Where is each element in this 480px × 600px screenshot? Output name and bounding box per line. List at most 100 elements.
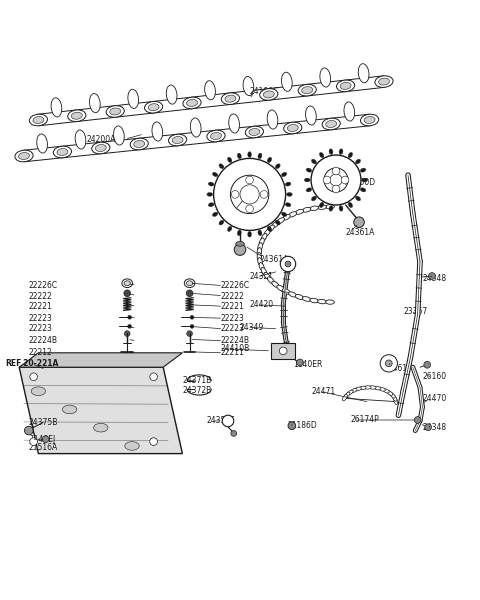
Text: 24100C: 24100C: [250, 87, 279, 95]
Ellipse shape: [237, 230, 241, 236]
Text: 22221: 22221: [221, 302, 244, 311]
Ellipse shape: [319, 202, 324, 208]
Circle shape: [332, 185, 340, 193]
Text: 24350D: 24350D: [346, 178, 376, 187]
Ellipse shape: [37, 134, 48, 153]
Ellipse shape: [364, 386, 371, 389]
Ellipse shape: [302, 296, 311, 301]
Ellipse shape: [310, 298, 318, 303]
Ellipse shape: [243, 76, 254, 95]
Ellipse shape: [267, 225, 275, 232]
Circle shape: [240, 185, 259, 204]
Text: 22221: 22221: [29, 302, 52, 311]
Ellipse shape: [343, 394, 348, 401]
Ellipse shape: [326, 300, 335, 304]
Ellipse shape: [31, 387, 46, 395]
Circle shape: [330, 174, 342, 186]
Ellipse shape: [191, 118, 201, 137]
Ellipse shape: [374, 386, 381, 390]
Ellipse shape: [267, 277, 275, 284]
Ellipse shape: [354, 387, 361, 391]
Ellipse shape: [221, 93, 240, 104]
Ellipse shape: [350, 388, 357, 392]
Ellipse shape: [57, 149, 68, 155]
Circle shape: [187, 331, 192, 337]
Circle shape: [414, 416, 421, 424]
Ellipse shape: [288, 125, 298, 131]
Ellipse shape: [281, 72, 292, 91]
Text: 24371B: 24371B: [182, 376, 212, 385]
Ellipse shape: [267, 110, 278, 129]
Ellipse shape: [282, 289, 290, 294]
Ellipse shape: [326, 121, 336, 127]
Circle shape: [424, 361, 431, 368]
Text: 24355F: 24355F: [206, 416, 235, 425]
Circle shape: [425, 424, 432, 431]
Ellipse shape: [96, 145, 106, 151]
Ellipse shape: [339, 149, 343, 154]
Ellipse shape: [348, 202, 353, 208]
Ellipse shape: [166, 85, 177, 104]
Ellipse shape: [187, 100, 197, 106]
Ellipse shape: [219, 220, 224, 225]
Text: 21516A: 21516A: [29, 443, 58, 452]
Text: 26174P: 26174P: [350, 415, 379, 425]
Ellipse shape: [92, 142, 110, 154]
Ellipse shape: [319, 152, 324, 158]
Ellipse shape: [392, 395, 397, 401]
Ellipse shape: [106, 106, 124, 117]
Ellipse shape: [237, 153, 241, 159]
Text: 23367: 23367: [403, 307, 428, 317]
Ellipse shape: [184, 279, 195, 287]
Ellipse shape: [312, 159, 316, 164]
Ellipse shape: [258, 257, 263, 266]
Circle shape: [150, 373, 157, 380]
Ellipse shape: [386, 391, 393, 395]
Circle shape: [297, 359, 303, 366]
Ellipse shape: [347, 390, 353, 395]
Ellipse shape: [219, 164, 224, 169]
Circle shape: [260, 191, 268, 198]
Text: 24470: 24470: [422, 394, 447, 403]
Ellipse shape: [364, 116, 375, 124]
Circle shape: [124, 290, 131, 296]
Text: 22222: 22222: [29, 292, 52, 301]
Ellipse shape: [204, 81, 216, 100]
Circle shape: [124, 331, 130, 337]
Ellipse shape: [281, 172, 287, 176]
Text: 24361A: 24361A: [259, 254, 288, 264]
Text: 22223: 22223: [221, 314, 245, 323]
Ellipse shape: [89, 94, 100, 113]
Ellipse shape: [257, 253, 262, 261]
Text: 1140EJ: 1140EJ: [29, 434, 55, 444]
Ellipse shape: [378, 387, 385, 391]
Ellipse shape: [110, 108, 120, 115]
Circle shape: [231, 191, 239, 198]
Text: 22212: 22212: [29, 348, 52, 357]
Ellipse shape: [340, 82, 351, 89]
Circle shape: [128, 316, 132, 319]
Ellipse shape: [229, 114, 240, 133]
Ellipse shape: [306, 188, 312, 192]
Ellipse shape: [288, 292, 297, 297]
Ellipse shape: [75, 130, 86, 149]
Ellipse shape: [248, 152, 252, 157]
Ellipse shape: [302, 208, 311, 212]
Ellipse shape: [259, 238, 264, 246]
Ellipse shape: [310, 206, 318, 211]
Ellipse shape: [130, 138, 148, 150]
Ellipse shape: [148, 104, 159, 110]
Ellipse shape: [356, 159, 360, 164]
Ellipse shape: [295, 209, 303, 214]
Text: 24372B: 24372B: [182, 386, 212, 395]
Ellipse shape: [281, 212, 287, 217]
Text: 24200A: 24200A: [86, 135, 116, 144]
Text: 22224B: 22224B: [29, 336, 58, 346]
Ellipse shape: [344, 102, 355, 121]
Ellipse shape: [144, 101, 163, 113]
Ellipse shape: [267, 157, 272, 163]
Ellipse shape: [124, 281, 130, 286]
Ellipse shape: [213, 212, 218, 217]
Ellipse shape: [258, 243, 263, 251]
Ellipse shape: [267, 226, 272, 232]
